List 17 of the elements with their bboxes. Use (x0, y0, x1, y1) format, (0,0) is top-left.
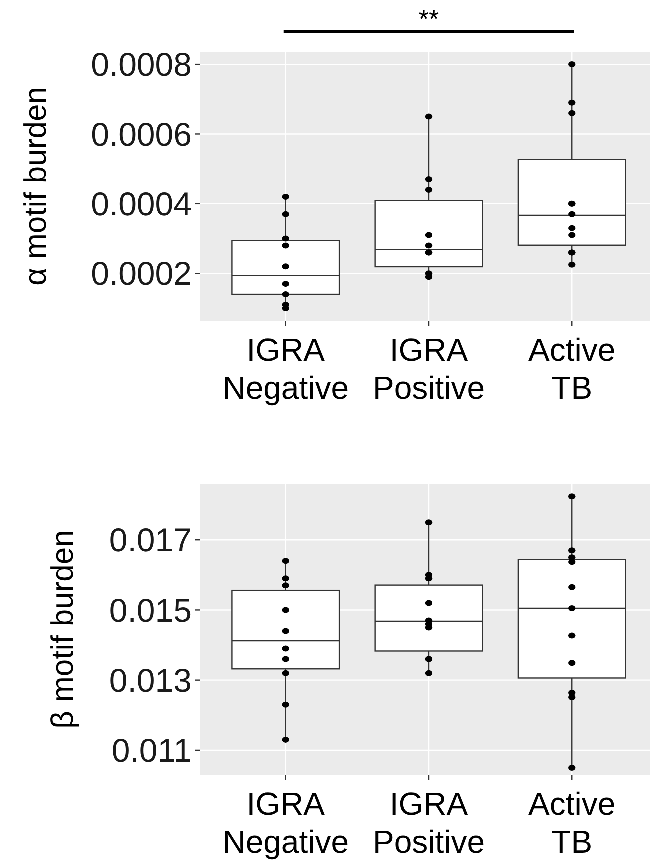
y-tick-label: 0.0002 (91, 255, 192, 292)
x-tick-label: IGRA Negative (222, 786, 350, 860)
y-tick-label: 0.0004 (91, 185, 192, 222)
y-axis-title: β motif burden (44, 530, 80, 729)
x-tick-label: IGRA Positive (372, 332, 486, 406)
x-tick-label: Active TB (528, 332, 616, 406)
x-tick-label: IGRA Negative (222, 332, 350, 406)
text: ** (418, 4, 440, 34)
y-tick-label: 0.015 (109, 592, 192, 629)
y-tick-label: 0.0006 (91, 116, 192, 153)
y-tick-label: 0.017 (109, 522, 192, 559)
y-axis-title: α motif burden (18, 87, 53, 286)
x-tick-label: IGRA Positive (372, 786, 486, 860)
y-tick-label: 0.013 (109, 662, 192, 699)
y-tick-label: 0.0008 (91, 46, 192, 84)
x-tick-label: Active TB (528, 786, 616, 860)
y-tick-label: 0.011 (112, 732, 192, 770)
